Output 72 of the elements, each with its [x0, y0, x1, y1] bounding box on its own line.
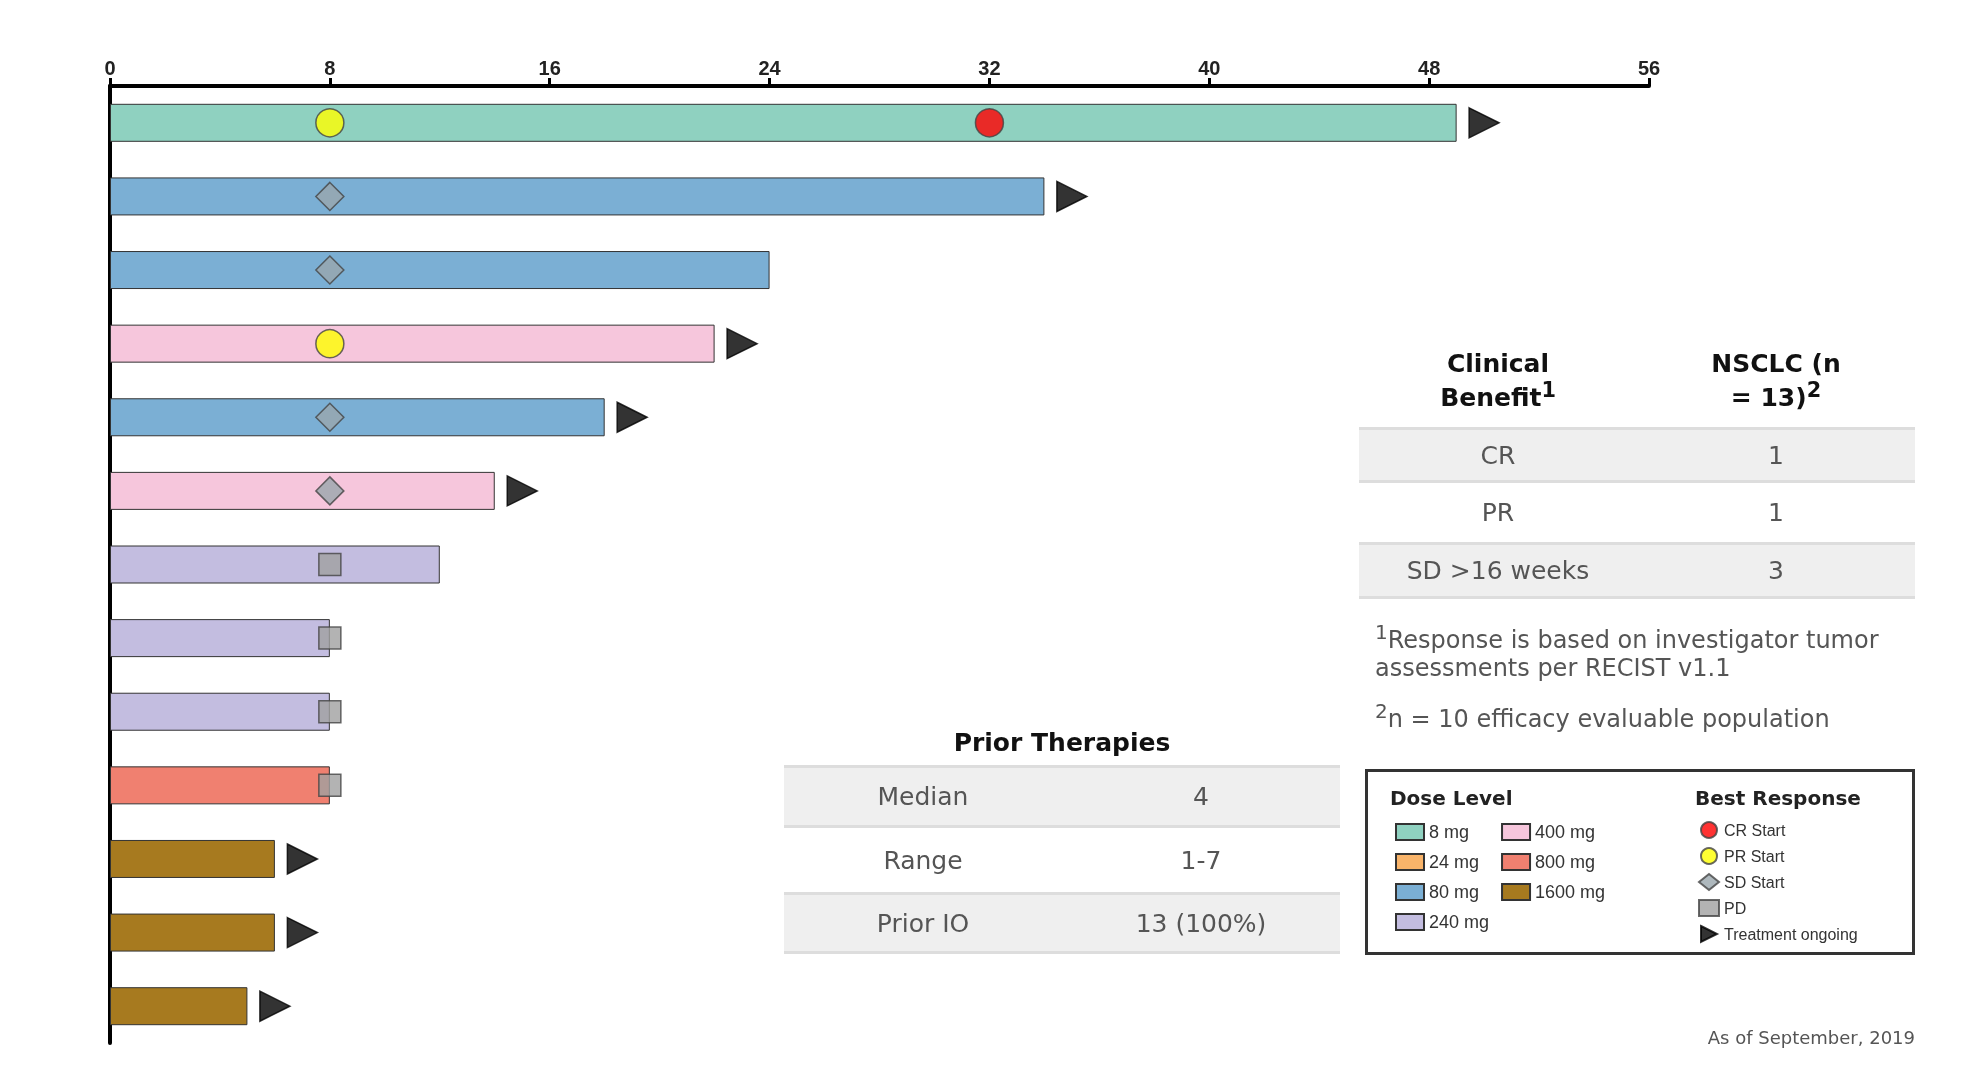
x-tick-label: 24 [758, 57, 782, 79]
x-tick-label: 16 [538, 57, 561, 79]
annotation: Clinical Benefit$^{1}$ [1439, 349, 1557, 413]
point [315, 476, 345, 506]
point [315, 181, 345, 212]
bar [110, 987, 248, 1026]
annotation: Range [883, 845, 963, 875]
legend-label: SD Start [1724, 873, 1786, 891]
annotation: Prior Therapies [953, 727, 1171, 757]
bar [110, 766, 330, 805]
point [616, 401, 648, 434]
x-tick-label: 8 [324, 57, 336, 79]
annotation: 13 (100%) [1135, 908, 1267, 938]
legend-label: 400 mg [1535, 822, 1596, 842]
text: NSCLC (n = 13)$^{2}$ [1710, 349, 1842, 413]
point [315, 402, 345, 433]
x-tick-label: 32 [978, 57, 1001, 79]
point [726, 327, 758, 360]
annotation: 1-7 [1180, 845, 1222, 875]
bar [110, 103, 1457, 142]
legend-label: 8 mg [1429, 822, 1470, 842]
text: 1 [1768, 498, 1784, 527]
point [315, 108, 345, 138]
bar [110, 177, 1045, 216]
legend-label: 800 mg [1535, 852, 1596, 872]
annotation: 1 [1375, 620, 1388, 644]
annotation: PR [1481, 498, 1515, 527]
legend-label: CR Start [1724, 821, 1786, 839]
annotation: $^{2}$n = 10 efficacy evaluable population [1375, 699, 1830, 733]
annotation: SD >16 weeks [1406, 556, 1590, 585]
legend-label: 24 mg [1429, 852, 1480, 872]
text: 1 [1768, 440, 1784, 470]
point [318, 552, 342, 577]
bar [110, 692, 330, 731]
bar [110, 398, 605, 437]
point [286, 916, 319, 949]
point [315, 328, 345, 359]
legend-label: Treatment ongoing [1724, 925, 1858, 943]
legend-label: 80 mg [1429, 882, 1480, 902]
point [318, 699, 342, 724]
point [315, 255, 345, 285]
bar [110, 471, 495, 510]
legend-label: PD [1724, 899, 1747, 917]
bar [110, 839, 275, 878]
legend-label: PR Start [1724, 847, 1786, 865]
annotation: Median [877, 782, 969, 811]
point [1468, 107, 1500, 139]
point [318, 773, 342, 798]
text: Dose Level [1390, 786, 1513, 810]
x-tick-label: 48 [1418, 57, 1441, 79]
annotation: 4 [1193, 782, 1209, 811]
point [286, 843, 319, 875]
point [318, 626, 342, 650]
bar [110, 251, 770, 290]
text: 3 [1768, 556, 1784, 585]
text: Best Response [1695, 786, 1861, 810]
bar [110, 324, 715, 363]
bar [110, 619, 330, 658]
point [506, 475, 538, 507]
point [1056, 180, 1088, 213]
bar [110, 913, 275, 952]
x-tick-label: 40 [1198, 57, 1221, 79]
text: As of September, 2019 [1707, 1026, 1915, 1048]
annotation: CR [1480, 440, 1516, 470]
annotation: Prior IO [876, 908, 970, 938]
x-tick-label: 0 [104, 57, 116, 79]
bar [110, 545, 440, 584]
x-tick-label: 56 [1637, 57, 1661, 79]
point [974, 108, 1005, 138]
point [259, 990, 291, 1022]
legend-label: 1600 mg [1535, 882, 1606, 902]
legend-label: 240 mg [1429, 912, 1490, 932]
